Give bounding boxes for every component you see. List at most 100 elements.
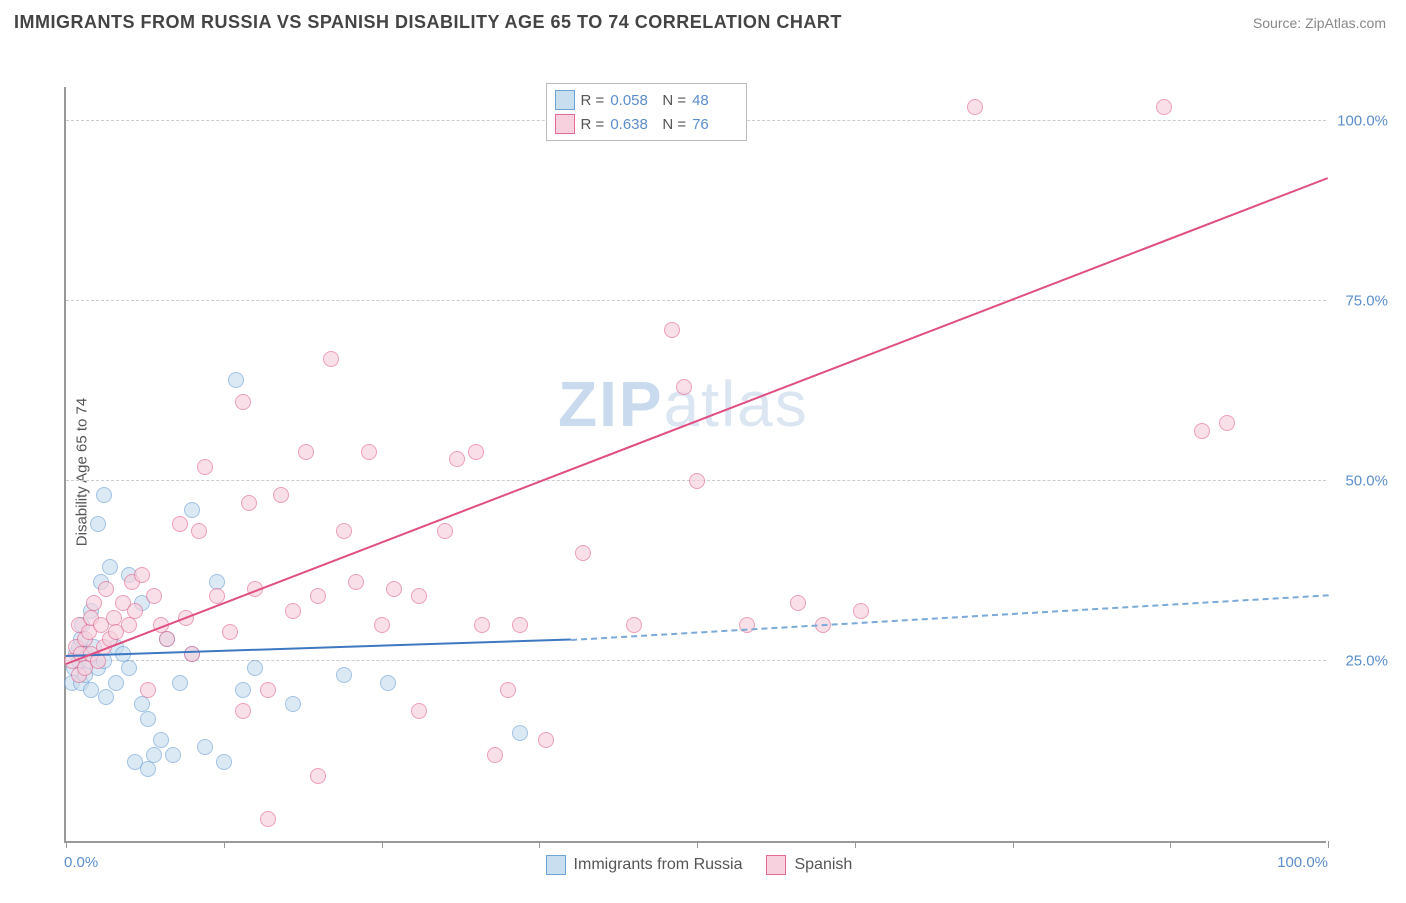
data-point-spanish <box>86 595 102 611</box>
x-tick-mark <box>382 841 383 848</box>
data-point-spanish <box>676 379 692 395</box>
legend-series-label-spanish: Spanish <box>794 856 852 874</box>
plot-area: ZIPatlas 25.0%50.0%75.0%100.0%0.0%100.0%… <box>64 87 1326 843</box>
data-point-spanish <box>260 811 276 827</box>
data-point-spanish <box>500 682 516 698</box>
data-point-spanish <box>538 732 554 748</box>
data-point-spanish <box>437 523 453 539</box>
data-point-russia <box>184 502 200 518</box>
legend-n-label: N = <box>662 92 686 109</box>
data-point-spanish <box>853 603 869 619</box>
x-tick-mark <box>1013 841 1014 848</box>
data-point-spanish <box>361 444 377 460</box>
data-point-spanish <box>323 351 339 367</box>
data-point-russia <box>98 689 114 705</box>
data-point-russia <box>83 682 99 698</box>
data-point-spanish <box>134 567 150 583</box>
data-point-spanish <box>411 703 427 719</box>
y-tick-label: 100.0% <box>1337 113 1388 130</box>
data-point-spanish <box>967 99 983 115</box>
data-point-russia <box>172 675 188 691</box>
legend-swatch-russia <box>555 90 575 110</box>
data-point-spanish <box>273 487 289 503</box>
legend-series-label-russia: Immigrants from Russia <box>574 856 743 874</box>
data-point-russia <box>512 725 528 741</box>
legend-correlation-box: R =0.058N =48R =0.638N =76 <box>546 83 748 141</box>
data-point-spanish <box>474 617 490 633</box>
data-point-spanish <box>575 545 591 561</box>
data-point-spanish <box>689 473 705 489</box>
source-label: Source: ZipAtlas.com <box>1253 15 1386 31</box>
data-point-spanish <box>374 617 390 633</box>
data-point-spanish <box>512 617 528 633</box>
data-point-spanish <box>285 603 301 619</box>
x-tick-label: 0.0% <box>64 854 98 871</box>
x-tick-mark <box>539 841 540 848</box>
legend-swatch-russia <box>546 855 566 875</box>
data-point-spanish <box>159 631 175 647</box>
y-tick-label: 25.0% <box>1345 653 1388 670</box>
legend-swatch-spanish <box>555 114 575 134</box>
x-tick-mark <box>66 841 67 848</box>
data-point-spanish <box>449 451 465 467</box>
legend-r-value-spanish: 0.638 <box>610 116 656 133</box>
data-point-spanish <box>260 682 276 698</box>
trend-line <box>66 177 1329 665</box>
x-tick-mark <box>697 841 698 848</box>
legend-series: Immigrants from Russia Spanish <box>546 855 853 875</box>
data-point-spanish <box>310 768 326 784</box>
data-point-spanish <box>172 516 188 532</box>
data-point-spanish <box>310 588 326 604</box>
legend-r-value-russia: 0.058 <box>610 92 656 109</box>
data-point-spanish <box>197 459 213 475</box>
data-point-russia <box>235 682 251 698</box>
data-point-spanish <box>222 624 238 640</box>
data-point-spanish <box>411 588 427 604</box>
data-point-russia <box>380 675 396 691</box>
x-tick-label: 100.0% <box>1277 854 1328 871</box>
data-point-russia <box>140 711 156 727</box>
data-point-spanish <box>336 523 352 539</box>
page-title: IMMIGRANTS FROM RUSSIA VS SPANISH DISABI… <box>14 12 842 33</box>
data-point-russia <box>121 660 137 676</box>
data-point-russia <box>96 487 112 503</box>
data-point-russia <box>247 660 263 676</box>
data-point-spanish <box>348 574 364 590</box>
data-point-spanish <box>191 523 207 539</box>
data-point-russia <box>216 754 232 770</box>
data-point-spanish <box>121 617 137 633</box>
data-point-spanish <box>140 682 156 698</box>
data-point-russia <box>146 747 162 763</box>
data-point-spanish <box>626 617 642 633</box>
x-tick-mark <box>224 841 225 848</box>
trend-line <box>571 594 1328 641</box>
data-point-spanish <box>664 322 680 338</box>
data-point-spanish <box>127 603 143 619</box>
data-point-spanish <box>146 588 162 604</box>
data-point-russia <box>336 667 352 683</box>
data-point-spanish <box>298 444 314 460</box>
legend-swatch-spanish <box>766 855 786 875</box>
data-point-spanish <box>468 444 484 460</box>
gridline <box>66 300 1326 301</box>
trend-line <box>66 639 571 658</box>
data-point-spanish <box>98 581 114 597</box>
data-point-spanish <box>487 747 503 763</box>
legend-r-label: R = <box>581 116 605 133</box>
data-point-spanish <box>386 581 402 597</box>
data-point-russia <box>285 696 301 712</box>
data-point-spanish <box>790 595 806 611</box>
data-point-russia <box>140 761 156 777</box>
data-point-russia <box>108 675 124 691</box>
data-point-spanish <box>235 703 251 719</box>
y-tick-label: 50.0% <box>1345 473 1388 490</box>
x-tick-mark <box>1328 841 1329 848</box>
data-point-russia <box>197 739 213 755</box>
y-tick-label: 75.0% <box>1345 293 1388 310</box>
data-point-spanish <box>1219 415 1235 431</box>
data-point-spanish <box>1156 99 1172 115</box>
data-point-spanish <box>235 394 251 410</box>
data-point-russia <box>102 559 118 575</box>
x-tick-mark <box>1170 841 1171 848</box>
legend-n-value-spanish: 76 <box>692 116 738 133</box>
